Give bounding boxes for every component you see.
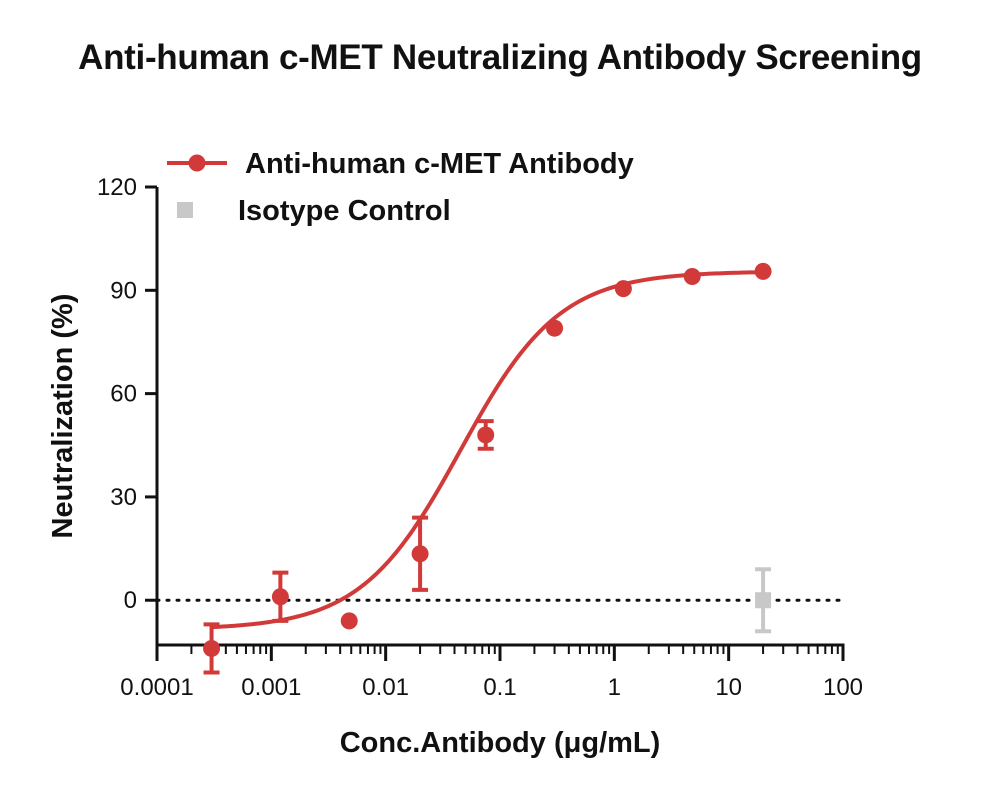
x-tick-label: 0.001 <box>241 674 301 701</box>
axes: 0 30 60 90 120 0.0001 0.001 0.01 0.1 1 10 100 <box>97 174 863 701</box>
data-points-layer <box>203 262 772 675</box>
x-tick-label: 100 <box>823 674 863 701</box>
data-point <box>411 545 429 563</box>
y-tick-label: 0 <box>124 587 137 614</box>
data-point <box>683 268 701 286</box>
chart-title: Anti-human c-MET Neutralizing Antibody S… <box>78 38 922 77</box>
x-tick-label: 0.1 <box>483 674 516 701</box>
legend-item: Anti-human c-MET Antibody <box>167 148 634 180</box>
legend-marker <box>177 202 193 218</box>
y-tick-label: 90 <box>110 277 137 304</box>
data-point <box>203 639 221 657</box>
y-tick-label: 60 <box>110 381 137 408</box>
x-tick-label: 0.0001 <box>120 674 193 701</box>
legend: Anti-human c-MET Antibody Isotype Control <box>167 148 634 227</box>
x-tick-label: 0.01 <box>362 674 409 701</box>
legend-marker <box>188 154 206 172</box>
data-point <box>755 592 772 609</box>
legend-label: Isotype Control <box>238 195 451 227</box>
fit-curve <box>209 270 766 630</box>
y-tick-label: 30 <box>110 484 137 511</box>
legend-label: Anti-human c-MET Antibody <box>245 148 634 180</box>
legend-item: Isotype Control <box>177 195 451 227</box>
x-axis-label: Conc.Antibody (μg/mL) <box>340 727 661 759</box>
data-point <box>614 280 632 298</box>
y-tick-label: 120 <box>97 174 137 201</box>
data-point <box>477 426 495 444</box>
y-axis-label: Neutralization (%) <box>47 294 79 539</box>
data-point <box>340 612 358 630</box>
data-point <box>271 588 289 606</box>
x-tick-label: 10 <box>715 674 742 701</box>
fit-curve-layer <box>209 270 766 630</box>
data-point <box>546 319 564 337</box>
data-point <box>754 262 772 280</box>
x-tick-label: 1 <box>608 674 621 701</box>
